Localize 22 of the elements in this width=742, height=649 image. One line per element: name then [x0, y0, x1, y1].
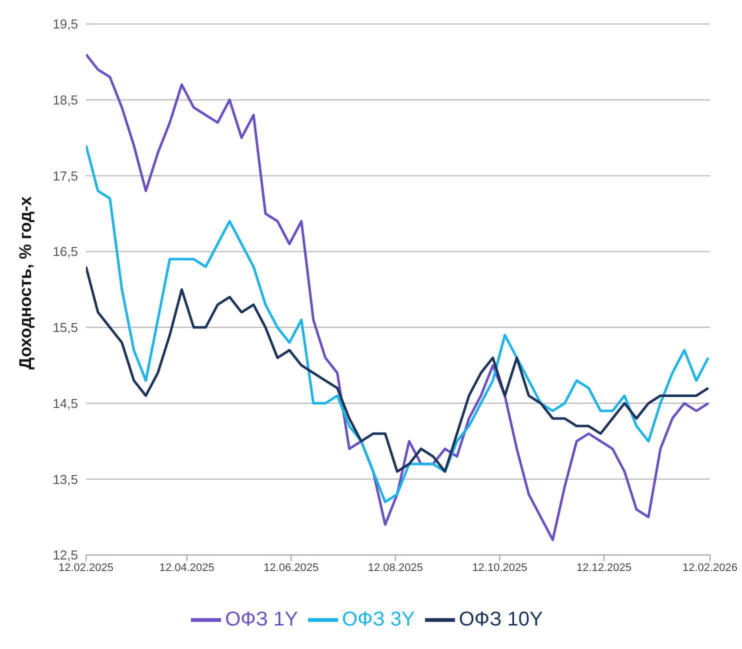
y-axis-title: Доходность, % год-х	[16, 196, 36, 370]
y-tick-label: 14,5	[52, 396, 78, 411]
x-tick-label: 12.02.2026	[682, 562, 738, 574]
y-tick-label: 17,5	[52, 168, 78, 184]
y-tick-label: 12,5	[52, 548, 78, 563]
legend-label: ОФЗ 10Y	[458, 608, 543, 630]
y-tick-label: 15,5	[52, 320, 78, 336]
x-tick-label: 12.08.2025	[368, 562, 423, 574]
y-tick-label: 16,5	[52, 244, 78, 260]
y-tick-label: 18,5	[52, 92, 78, 108]
y-tick-label: 19,5	[52, 16, 78, 32]
legend-label: ОФЗ 3Y	[342, 608, 415, 630]
x-tick-label: 12.04.2025	[159, 562, 214, 574]
legend-label: ОФЗ 1Y	[225, 608, 298, 630]
line-series	[86, 144, 710, 504]
x-tick-label: 12.12.2025	[576, 562, 632, 574]
line-series	[86, 53, 710, 542]
x-tick-label: 12.06.2025	[264, 562, 319, 574]
x-tick-label: 12.02.2025	[58, 562, 114, 574]
x-tick-label: 12.10.2025	[472, 562, 528, 574]
line-series	[86, 265, 710, 473]
y-tick-label: 13,5	[52, 472, 78, 487]
